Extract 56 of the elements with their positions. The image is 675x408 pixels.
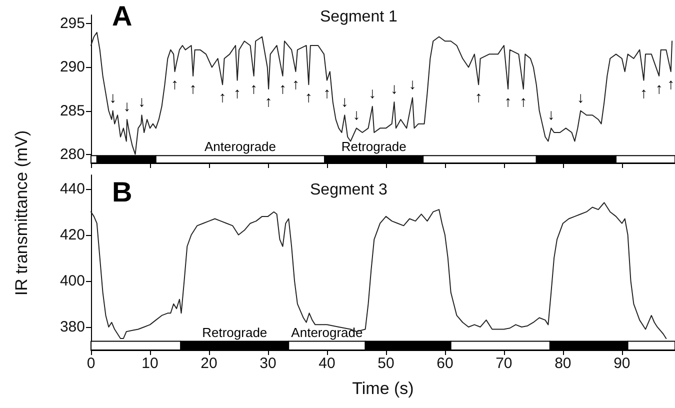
annotation: A bbox=[112, 0, 132, 32]
annotation: ↑ bbox=[504, 94, 512, 110]
annotation: ↑ bbox=[323, 84, 331, 102]
annotation: ↓ bbox=[109, 89, 117, 106]
band-label: Retrograde bbox=[202, 324, 268, 340]
annotation: ↑ bbox=[278, 80, 286, 98]
annotation: ↓ bbox=[390, 80, 398, 98]
y-tick-label: 280 bbox=[60, 146, 85, 163]
annotation: ↑ bbox=[520, 94, 528, 110]
annotation: ↓ bbox=[576, 89, 584, 106]
y-axis-title: IR transmittance (mV) bbox=[12, 129, 32, 298]
annotation: ↓ bbox=[138, 94, 146, 111]
line-series bbox=[90, 202, 667, 339]
x-tick-label: 40 bbox=[318, 355, 336, 372]
chart-title: Segment 1 bbox=[320, 8, 398, 26]
annotation: ↑ bbox=[474, 89, 482, 106]
x-tick-label: 10 bbox=[142, 355, 158, 372]
y-tick-label: 440 bbox=[60, 180, 85, 198]
x-tick-label: 0 bbox=[86, 355, 96, 372]
x-tick-label: 80 bbox=[554, 355, 572, 372]
annotation: ↓ bbox=[352, 106, 360, 124]
annotation: ↑ bbox=[250, 80, 258, 98]
annotation: ↑ bbox=[667, 76, 675, 94]
annotation: ↑ bbox=[655, 80, 663, 98]
annotation: ↓ bbox=[368, 84, 376, 102]
annotation: ↓ bbox=[408, 76, 416, 94]
x-tick-label: 70 bbox=[496, 355, 512, 372]
x-axis-title: Time (s) bbox=[352, 379, 414, 398]
x-tick-label: 50 bbox=[378, 355, 394, 372]
annotation: ↑ bbox=[304, 89, 312, 106]
annotation: ↑ bbox=[234, 84, 242, 102]
annotation: ↑ bbox=[264, 94, 272, 110]
y-tick-label: 295 bbox=[60, 15, 85, 32]
y-tick-label: 420 bbox=[60, 226, 85, 244]
y-tick-label: 285 bbox=[60, 102, 85, 120]
annotation: ↑ bbox=[218, 89, 226, 106]
x-tick-label: 60 bbox=[436, 355, 454, 372]
band-label: Retrograde bbox=[341, 139, 406, 154]
annotation: ↑ bbox=[292, 76, 300, 94]
annotation: ↓ bbox=[123, 98, 131, 115]
annotation: ↓ bbox=[340, 94, 348, 111]
y-tick-label: 380 bbox=[60, 318, 85, 336]
x-tick-label: 90 bbox=[614, 355, 630, 372]
line-series bbox=[90, 32, 673, 155]
annotation: ↑ bbox=[171, 76, 179, 94]
annotation: ↓ bbox=[547, 106, 555, 124]
annotation: ↑ bbox=[640, 84, 648, 102]
y-tick-label: 400 bbox=[60, 272, 85, 290]
band-label: Anterograde bbox=[291, 324, 363, 340]
chart-title: Segment 3 bbox=[310, 182, 388, 198]
x-tick-label: 30 bbox=[260, 355, 276, 372]
band-label: Anterograde bbox=[204, 139, 276, 154]
annotation: ↑ bbox=[189, 80, 197, 98]
y-tick-label: 290 bbox=[60, 58, 85, 76]
x-tick-label: 20 bbox=[200, 355, 218, 372]
annotation: B bbox=[112, 176, 132, 208]
